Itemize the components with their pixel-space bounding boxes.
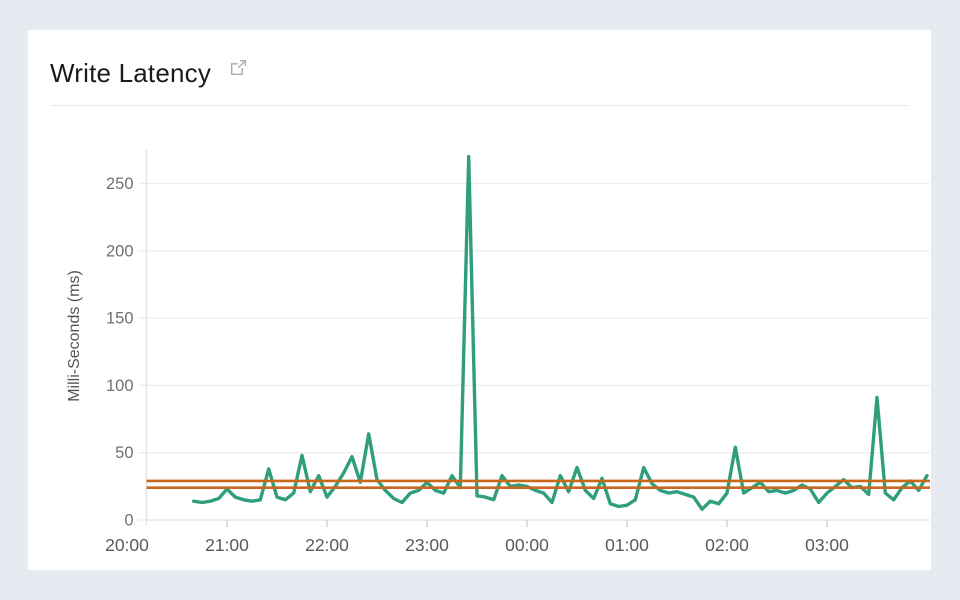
- x-tick-label: 21:00: [205, 535, 249, 555]
- header-divider: [50, 105, 909, 106]
- y-tick-label: 250: [106, 175, 134, 193]
- y-tick-label: 100: [106, 377, 134, 395]
- external-link-icon[interactable]: [228, 57, 249, 83]
- x-tick-label: 02:00: [705, 535, 749, 555]
- y-tick-label: 0: [124, 512, 133, 530]
- latency-chart: 0 50 100 150 200 250 20:00 21:00 22:00 23:00 00:00…: [105, 150, 931, 555]
- write-latency-card: Write Latency Milli-Seconds (ms) 0 50 100 1…: [28, 30, 931, 570]
- chart-area: Milli-Seconds (ms) 0 50 100 150 200 250 20:00 2…: [28, 30, 931, 570]
- y-tick-label: 200: [106, 242, 134, 260]
- x-tick-label: 00:00: [505, 535, 549, 555]
- x-tick-label: 01:00: [605, 535, 649, 555]
- x-tick-label: 20:00: [105, 535, 149, 555]
- card-header: Write Latency: [50, 58, 909, 104]
- y-tick-label: 150: [106, 310, 134, 328]
- x-tick-label: 22:00: [305, 535, 349, 555]
- page-title: Write Latency: [50, 58, 212, 88]
- y-tick-label: 50: [115, 444, 133, 462]
- chart-plot-area[interactable]: [147, 150, 931, 520]
- x-tick-label: 23:00: [405, 535, 449, 555]
- x-tick-label: 03:00: [805, 535, 849, 555]
